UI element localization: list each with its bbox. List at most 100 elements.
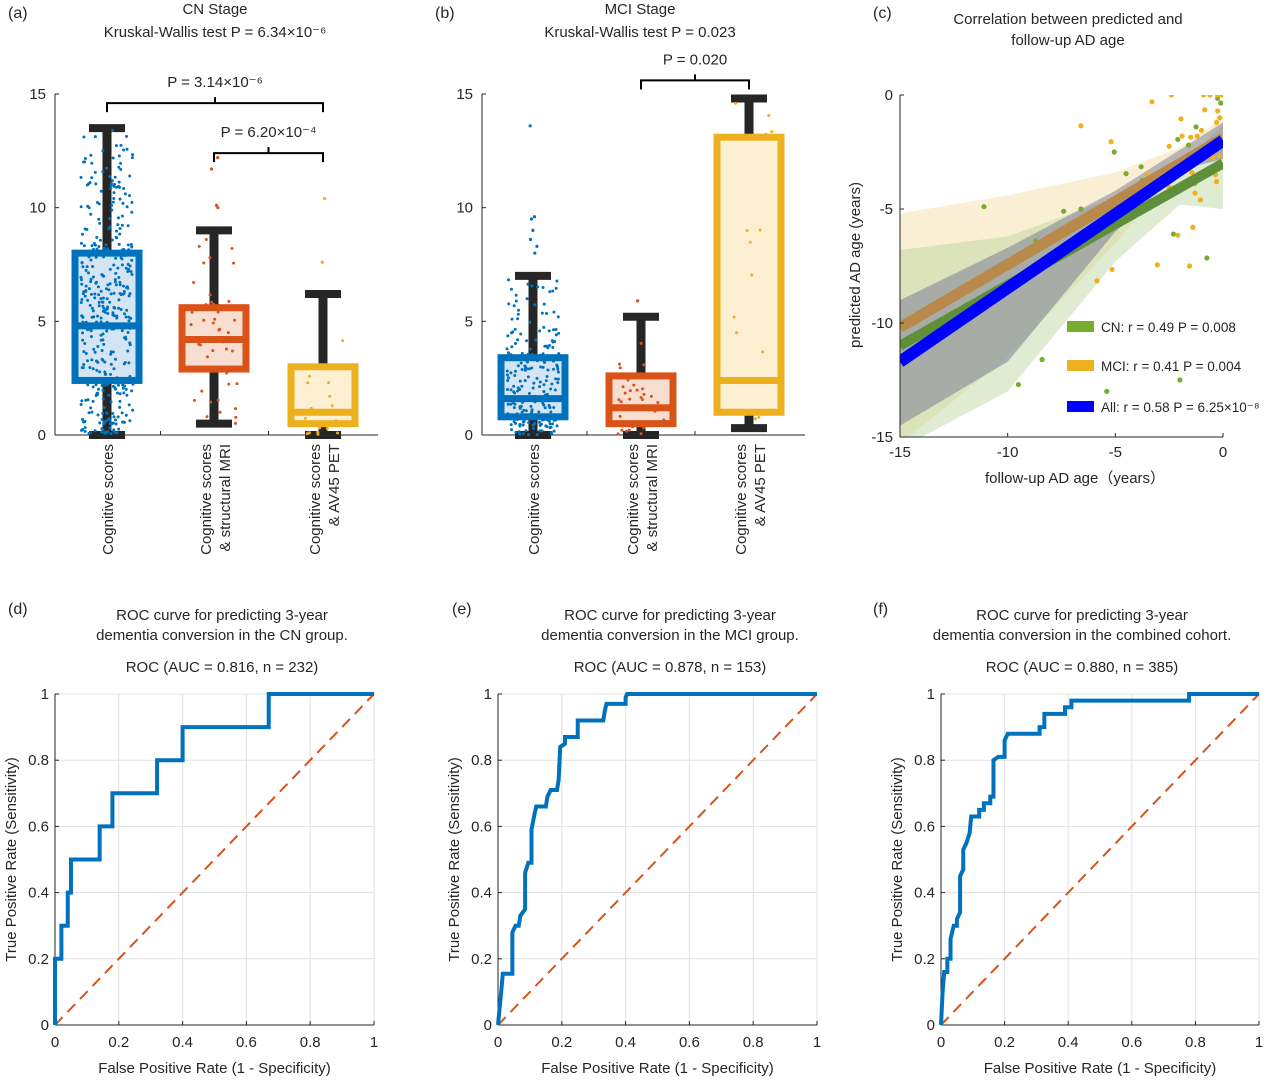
data-point [522, 408, 526, 412]
data-point [110, 327, 114, 331]
roc-curve [496, 692, 817, 1026]
data-point [109, 292, 113, 296]
data-point [548, 422, 552, 426]
data-point [551, 289, 555, 293]
data-point [125, 308, 129, 312]
data-point [100, 300, 104, 304]
data-point [233, 421, 237, 425]
data-point [538, 380, 542, 384]
category-label: Cognitive scores [625, 444, 642, 555]
data-point [545, 344, 549, 348]
data-point [113, 175, 117, 179]
data-point [189, 323, 193, 327]
data-point [542, 390, 546, 394]
data-point [103, 384, 107, 388]
data-point [528, 347, 532, 351]
scatter-point [1138, 164, 1144, 170]
data-point [122, 148, 126, 152]
data-point [117, 276, 121, 280]
scatter-point [1094, 278, 1100, 284]
data-point [81, 315, 85, 319]
outlier-point [532, 215, 537, 219]
y-tick-label: 0 [41, 1017, 49, 1034]
data-point [114, 381, 118, 385]
data-point [129, 270, 133, 274]
data-point [235, 382, 239, 386]
data-point [118, 232, 122, 236]
data-point [104, 243, 108, 247]
data-point [109, 352, 113, 356]
scatter-point [1188, 134, 1194, 140]
data-point [84, 289, 88, 293]
data-point [118, 405, 122, 409]
data-point [521, 423, 525, 427]
data-point [100, 417, 104, 421]
scatter-point [1108, 139, 1114, 145]
scatter-point [1194, 133, 1200, 139]
chart-subtitle: ROC (AUC = 0.816, n = 232) [126, 659, 319, 676]
data-point [510, 428, 514, 432]
data-point [114, 418, 118, 422]
chart-title: ROC curve for predicting 3-year [564, 607, 776, 624]
data-point [99, 297, 103, 301]
data-point [128, 264, 132, 268]
panel-label: (e) [452, 601, 472, 618]
data-point [509, 402, 513, 406]
data-point [518, 432, 522, 436]
scatter-point [1039, 356, 1045, 363]
data-point [87, 206, 91, 210]
y-tick-label: 0.2 [28, 951, 49, 968]
data-point [551, 422, 555, 426]
data-point [99, 320, 103, 324]
data-point [526, 282, 530, 286]
data-point [117, 165, 121, 169]
regression-line [900, 133, 1223, 333]
data-point [513, 396, 517, 400]
data-point [514, 293, 518, 297]
data-point [128, 374, 132, 378]
category-label: Cognitive scores [526, 444, 543, 555]
data-point [655, 408, 659, 412]
x-tick-label: 0.8 [743, 1034, 764, 1051]
data-point [226, 331, 230, 335]
data-point [86, 359, 90, 363]
chart-subtitle: Kruskal-Wallis test P = 6.34×10⁻⁶ [104, 24, 327, 41]
data-point [505, 387, 509, 391]
data-point [662, 405, 666, 409]
data-point [531, 426, 535, 430]
y-tick-label: 0.4 [914, 885, 935, 902]
data-point [513, 373, 517, 377]
data-point [507, 302, 511, 306]
data-point [546, 368, 550, 372]
data-point [549, 425, 553, 429]
roc-curve [53, 692, 374, 1025]
data-point [131, 382, 135, 386]
data-point [130, 389, 134, 393]
data-point [98, 370, 102, 374]
data-point [124, 387, 128, 391]
x-tick-label: 0 [937, 1034, 945, 1051]
data-point [526, 375, 530, 379]
data-point [81, 428, 85, 432]
data-point [100, 383, 104, 387]
x-axis-label: False Positive Rate (1 - Specificity) [984, 1060, 1217, 1077]
data-point [80, 366, 84, 370]
data-point [556, 357, 560, 361]
data-point [100, 249, 104, 253]
data-point [79, 241, 83, 245]
data-point [218, 410, 222, 414]
data-point [89, 292, 93, 296]
data-point [224, 347, 228, 351]
category-label: Cognitive scores [198, 444, 215, 555]
data-point [530, 353, 534, 357]
data-point [518, 422, 522, 426]
data-point [114, 431, 118, 435]
data-point [90, 306, 94, 310]
data-point [112, 191, 116, 195]
data-point [89, 212, 93, 216]
data-point [510, 317, 514, 321]
scatter-point [1204, 255, 1210, 261]
data-point [111, 421, 115, 425]
chart-title: dementia conversion in the MCI group. [541, 627, 799, 644]
data-point [131, 253, 135, 257]
